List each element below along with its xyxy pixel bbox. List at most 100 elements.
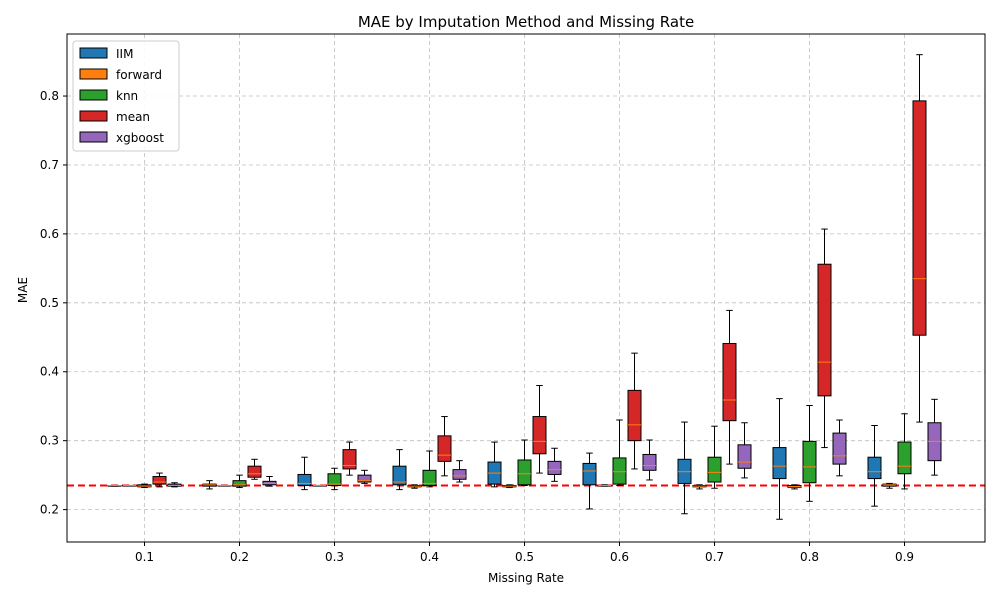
box-body <box>247 465 262 478</box>
box-xgboost-0.5 <box>547 447 562 482</box>
box-xgboost-0.4 <box>452 460 467 483</box>
y-tick-label: 0.2 <box>40 503 59 517</box>
box-body <box>532 416 547 455</box>
box-knn-0.6 <box>612 419 627 486</box>
box-knn-0.9 <box>897 413 912 490</box>
box-IIM-0.9 <box>867 425 882 507</box>
chart-title: MAE by Imputation Method and Missing Rat… <box>358 13 694 31</box>
box-body <box>867 456 882 480</box>
x-tick-label: 0.8 <box>800 550 819 564</box>
box-body <box>357 474 372 483</box>
y-axis-ticks: 0.2 0.3 0.4 0.5 0.6 0.7 0.8 <box>40 89 67 517</box>
legend-swatch-mean <box>79 110 108 122</box>
box-knn-0.4 <box>422 450 437 488</box>
legend: IIM forward knn mean xgboost <box>72 40 180 152</box>
box-body <box>582 462 597 486</box>
box-forward-0.2 <box>217 484 232 487</box>
box-body <box>627 389 642 442</box>
box-body <box>232 480 247 487</box>
box-body <box>722 342 737 422</box>
box-knn-0.7 <box>707 425 722 489</box>
box-knn-0.2 <box>232 474 247 489</box>
box-IIM-0.8 <box>772 398 787 520</box>
x-axis-ticks: 0.1 0.2 0.3 0.4 0.5 0.6 0.7 0.8 0.9 <box>135 542 914 564</box>
legend-label-mean: mean <box>116 110 150 124</box>
box-xgboost-0.2 <box>262 476 277 487</box>
box-forward-0.3 <box>312 484 327 487</box>
box-layer <box>107 54 942 520</box>
box-forward-0.6 <box>597 484 612 487</box>
box-IIM-0.7 <box>677 421 692 515</box>
box-mean-0.3 <box>342 441 357 476</box>
legend-swatch-IIM <box>79 47 108 59</box>
x-tick-label: 0.9 <box>895 550 914 564</box>
box-body <box>772 447 787 480</box>
y-tick-label: 0.3 <box>40 434 59 448</box>
plot-frame <box>66 33 986 543</box>
box-mean-0.5 <box>532 385 547 474</box>
box-body <box>897 441 912 475</box>
box-knn-0.1 <box>137 483 152 489</box>
box-body <box>642 453 657 471</box>
y-tick-label: 0.8 <box>40 89 59 103</box>
box-body <box>912 100 927 336</box>
box-knn-0.8 <box>802 405 817 502</box>
x-axis-title: Missing Rate <box>488 571 564 585</box>
box-body <box>152 476 167 485</box>
box-IIM-0.4 <box>392 449 407 491</box>
box-body <box>297 473 312 486</box>
box-forward-0.7 <box>692 484 707 490</box>
y-axis-title: MAE <box>16 277 30 303</box>
box-mean-0.1 <box>152 472 167 488</box>
box-IIM-0.3 <box>297 456 312 491</box>
legend-swatch-xgboost <box>79 131 108 143</box>
legend-label-forward: forward <box>116 68 162 82</box>
box-mean-0.2 <box>247 458 262 480</box>
box-xgboost-0.1 <box>167 482 182 488</box>
x-tick-label: 0.7 <box>705 550 724 564</box>
box-xgboost-0.6 <box>642 439 657 481</box>
box-body <box>612 457 627 485</box>
box-body <box>547 460 562 475</box>
box-body <box>737 444 752 469</box>
box-body <box>517 459 532 486</box>
box-body <box>392 465 407 486</box>
legend-label-IIM: IIM <box>116 47 133 61</box>
box-body <box>422 469 437 486</box>
y-tick-label: 0.4 <box>40 365 59 379</box>
box-body <box>832 432 847 465</box>
x-tick-label: 0.4 <box>420 550 439 564</box>
box-IIM-0.2 <box>202 480 217 490</box>
x-tick-label: 0.3 <box>325 550 344 564</box>
box-forward-0.5 <box>502 484 517 489</box>
legend-swatch-forward <box>79 68 108 80</box>
box-xgboost-0.7 <box>737 422 752 479</box>
x-tick-label: 0.5 <box>515 550 534 564</box>
legend-label-xgboost: xgboost <box>116 131 164 145</box>
box-body <box>327 473 342 486</box>
box-body <box>802 440 817 484</box>
box-body <box>437 435 452 462</box>
box-xgboost-0.9 <box>927 398 942 476</box>
y-tick-label: 0.5 <box>40 296 59 310</box>
box-mean-0.6 <box>627 352 642 470</box>
box-knn-0.3 <box>327 467 342 491</box>
x-tick-label: 0.1 <box>135 550 154 564</box>
box-mean-0.9 <box>912 54 927 423</box>
box-IIM-0.1 <box>107 484 122 487</box>
box-xgboost-0.8 <box>832 419 847 477</box>
x-tick-label: 0.6 <box>610 550 629 564</box>
box-mean-0.4 <box>437 416 452 477</box>
box-forward-0.8 <box>787 484 802 490</box>
grid-layer <box>67 34 985 542</box>
box-IIM-0.5 <box>487 441 502 488</box>
box-mean-0.8 <box>817 228 832 449</box>
box-knn-0.5 <box>517 439 532 486</box>
box-mean-0.7 <box>722 309 737 465</box>
legend-label-knn: knn <box>116 89 138 103</box>
legend-swatch-knn <box>79 89 108 101</box>
box-IIM-0.6 <box>582 452 597 510</box>
y-tick-label: 0.7 <box>40 158 59 172</box>
box-body <box>342 449 357 470</box>
